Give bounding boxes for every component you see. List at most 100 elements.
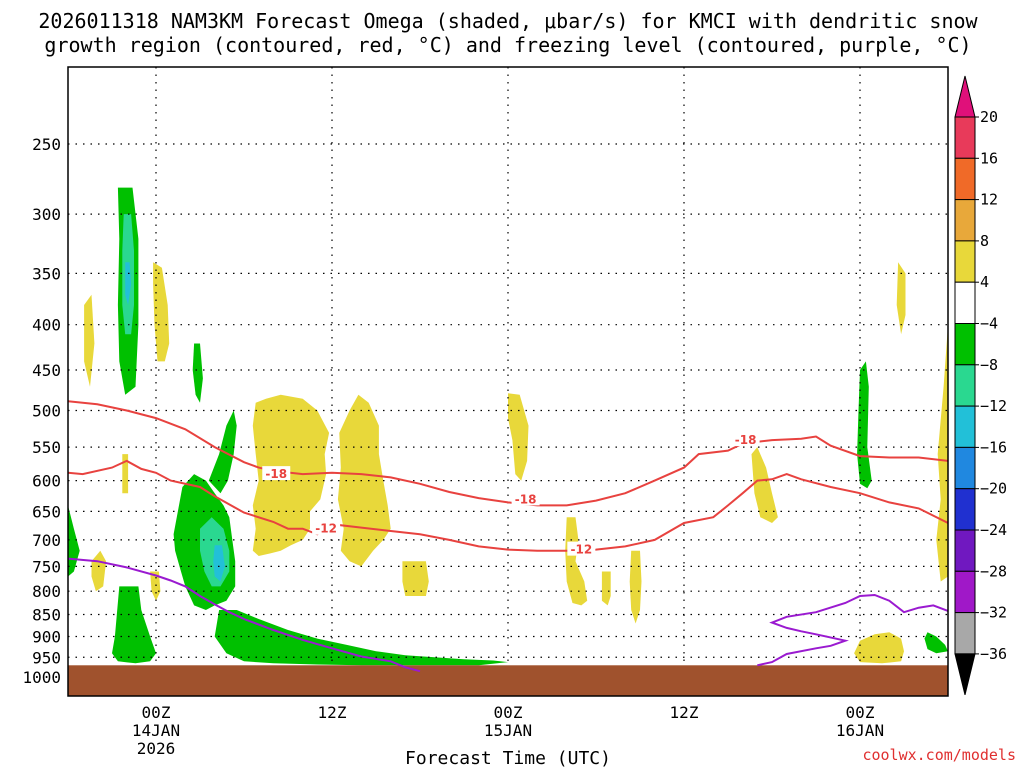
y-tick-850: 850 <box>32 606 61 625</box>
colorbar-label-8: −16 <box>980 438 1007 456</box>
colorbar-swatch-10 <box>954 529 976 572</box>
x-tick-42-0: 12Z <box>670 703 699 722</box>
x-tick-30-0: 00Z <box>494 703 523 722</box>
omega-region-23 <box>854 632 904 664</box>
surface-ground <box>68 665 948 696</box>
colorbar-swatch-3 <box>954 240 976 283</box>
colorbar-label-2: 12 <box>980 191 998 209</box>
colorbar-label-0: 20 <box>980 108 998 126</box>
omega-region-2 <box>125 262 132 305</box>
colorbar-label-13: −36 <box>980 645 1007 663</box>
colorbar-label-5: −4 <box>980 315 998 333</box>
y-tick-650: 650 <box>32 502 61 521</box>
x-axis-label: Forecast Time (UTC) <box>405 748 611 768</box>
colorbar-label-12: −32 <box>980 604 1007 622</box>
omega-region-25 <box>936 324 948 582</box>
y-tick-250: 250 <box>32 135 61 154</box>
colorbar-swatch-1 <box>954 157 976 201</box>
colorbar-swatch-7 <box>954 405 976 448</box>
omega-region-17 <box>402 561 429 596</box>
y-tick-550: 550 <box>32 438 61 457</box>
colorbar-swatch-4 <box>954 281 976 325</box>
freezing-contour-2 <box>68 557 421 673</box>
plot-area: -18 -12 -18 -12 -18 <box>68 67 948 696</box>
y-tick-450: 450 <box>32 361 61 380</box>
freezing-contour-3 <box>757 593 948 667</box>
colorbar-swatch-11 <box>954 570 976 614</box>
omega-region-14 <box>153 262 170 362</box>
x-tick-6-2: 2026 <box>137 739 176 758</box>
colorbar-swatch-9 <box>954 488 976 531</box>
omega-region-20 <box>601 571 611 606</box>
y-tick-400: 400 <box>32 316 61 335</box>
x-tick-6-1: 14JAN <box>132 721 180 740</box>
omega-region-18 <box>508 393 529 481</box>
y-axis: 250 300 350 400 450 500 550 600 650 700 750 800 850 9… <box>22 135 61 687</box>
contour-label-bg-3 <box>567 541 596 556</box>
credit-text: coolwx.com/models <box>862 746 1016 764</box>
y-tick-750: 750 <box>32 557 61 576</box>
x-tick-6-0: 00Z <box>142 703 171 722</box>
omega-region-22 <box>751 447 778 523</box>
contour-label-4: -18 <box>735 433 757 447</box>
contour-label-3: -12 <box>570 543 592 557</box>
y-tick-950: 950 <box>32 648 61 667</box>
dendritic-contour-1 <box>68 459 948 552</box>
contour-label-2: -18 <box>515 492 537 506</box>
colorbar-label-9: −20 <box>980 480 1007 498</box>
colorbar-bottom-arrow <box>954 653 976 696</box>
y-tick-900: 900 <box>32 627 61 646</box>
contour-label-1: -12 <box>315 522 337 536</box>
omega-region-28 <box>150 571 161 601</box>
omega-region-8 <box>112 586 156 664</box>
y-tick-500: 500 <box>32 402 61 421</box>
x-tick-18-0: 12Z <box>318 703 347 722</box>
chart-title-line1: 2026011318 NAM3KM Forecast Omega (shaded… <box>38 9 978 33</box>
colorbar-label-4: 4 <box>980 273 989 291</box>
contour-layer: -18 -12 -18 -12 -18 <box>68 400 948 673</box>
colorbar-label-7: −12 <box>980 397 1007 415</box>
y-tick-700: 700 <box>32 531 61 550</box>
y-tick-350: 350 <box>32 264 61 283</box>
x-tick-54-1: 16JAN <box>836 721 884 740</box>
y-tick-300: 300 <box>32 205 61 224</box>
y-tick-1000: 1000 <box>22 668 61 687</box>
contour-label-0: -18 <box>265 467 287 481</box>
omega-region-24 <box>896 262 906 335</box>
colorbar-label-11: −28 <box>980 562 1007 580</box>
contour-label-bg-0 <box>262 466 291 481</box>
contour-label-bg-1 <box>312 520 341 535</box>
omega-region-15 <box>252 394 330 556</box>
colorbar-swatch-6 <box>954 364 976 407</box>
colorbar-swatch-2 <box>954 199 976 242</box>
colorbar-swatch-8 <box>954 446 976 490</box>
colorbar-label-3: 8 <box>980 232 989 250</box>
y-tick-800: 800 <box>32 582 61 601</box>
x-tick-30-1: 15JAN <box>484 721 532 740</box>
colorbar-label-10: −24 <box>980 521 1007 539</box>
omega-region-13 <box>84 294 95 387</box>
omega-region-12 <box>924 632 948 654</box>
chart-title-line2: growth region (contoured, red, °C) and f… <box>44 33 971 57</box>
colorbar-label-1: 16 <box>980 149 998 167</box>
contour-label-bg-4 <box>731 432 760 447</box>
omega-region-3 <box>192 343 203 403</box>
colorbar-swatch-5 <box>954 323 976 366</box>
omega-region-27 <box>122 454 129 494</box>
omega-region-6 <box>213 545 225 582</box>
omega-region-9 <box>214 610 508 666</box>
contour-label-bg-2 <box>511 491 540 506</box>
plot-frame <box>67 66 949 697</box>
omega-region-21 <box>629 550 642 624</box>
colorbar-top-arrow <box>954 75 976 118</box>
omega-region-19 <box>565 517 588 606</box>
x-tick-54-0: 00Z <box>846 703 875 722</box>
y-tick-600: 600 <box>32 472 61 491</box>
colorbar-swatch-0 <box>954 116 976 159</box>
colorbar-label-6: −8 <box>980 356 998 374</box>
omega-shading-layer <box>68 187 948 666</box>
colorbar: 20 16 12 8 4 −4 −8 −12 −16 −20 −24 −28 −32 −36 <box>954 75 1007 696</box>
omega-region-16 <box>337 394 391 567</box>
